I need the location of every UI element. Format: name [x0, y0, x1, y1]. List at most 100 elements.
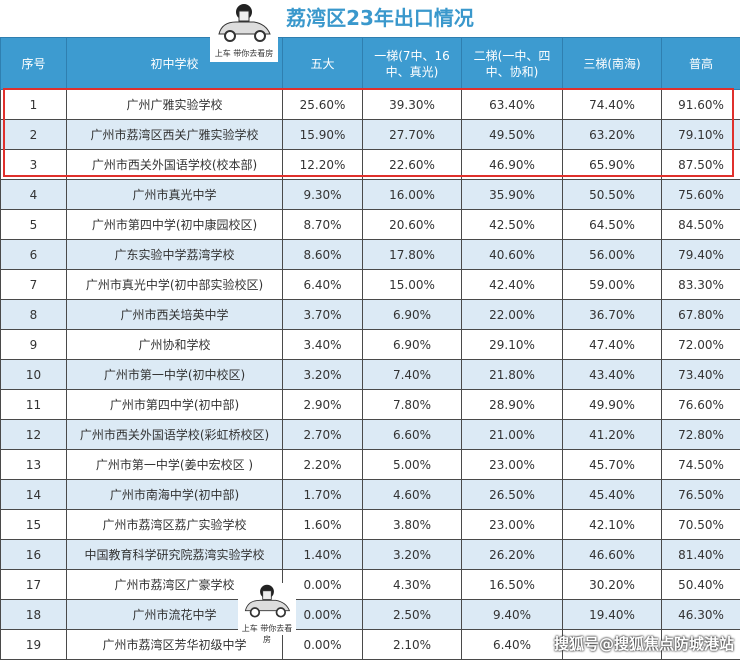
table-row: 1 广州广雅实验学校 25.60% 39.30% 63.40% 74.40% 91.60% [0, 89, 740, 120]
watermark: 搜狐号@搜狐焦点防城港站 [553, 635, 734, 653]
table-cell: 15.90% [282, 119, 363, 150]
table-cell: 11 [0, 389, 67, 420]
table-cell: 8.60% [282, 239, 363, 270]
cartoon-car-icon [244, 584, 291, 618]
table-cell: 17.80% [362, 239, 462, 270]
table-cell: 6.90% [362, 299, 462, 330]
table-cell: 16.00% [362, 179, 462, 210]
table-row: 6 广东实验中学荔湾学校 8.60% 17.80% 40.60% 56.00% 79.40% [0, 239, 740, 270]
table-cell: 2.20% [282, 449, 363, 480]
table-cell: 3 [0, 149, 67, 180]
table-row: 5 广州市第四中学(初中康园校区) 8.70% 20.60% 42.50% 64.50% 8… [0, 209, 740, 240]
table-cell: 79.10% [661, 119, 740, 150]
column-header: 二梯(一中、四中、协和) [461, 37, 563, 90]
table-row: 19 广州市荔湾区芳华初级中学 0.00% 2.10% 6.40% [0, 629, 740, 660]
column-header: 普高 [661, 37, 740, 90]
table-cell: 74.40% [562, 89, 662, 120]
table-cell: 63.20% [562, 119, 662, 150]
table-cell: 3.80% [362, 509, 462, 540]
table-cell: 16 [0, 539, 67, 570]
table-row: 8 广州市西关培英中学 3.70% 6.90% 22.00% 36.70% 67.80% [0, 299, 740, 330]
table-cell: 14 [0, 479, 67, 510]
table-cell: 39.30% [362, 89, 462, 120]
school-name-cell: 广州市第一中学(初中校区) [66, 359, 283, 390]
table-cell: 91.60% [661, 89, 740, 120]
table-row: 3 广州市西关外国语学校(校本部) 12.20% 22.60% 46.90% 65.90%… [0, 149, 740, 180]
table-cell: 19 [0, 629, 67, 660]
table-cell: 83.30% [661, 269, 740, 300]
table-cell: 75.60% [661, 179, 740, 210]
table-cell: 50.50% [562, 179, 662, 210]
table-cell: 22.60% [362, 149, 462, 180]
table-cell: 2.70% [282, 419, 363, 450]
table-cell: 21.80% [461, 359, 563, 390]
table-cell: 46.90% [461, 149, 563, 180]
table-cell: 4.30% [362, 569, 462, 600]
table-cell: 22.00% [461, 299, 563, 330]
table-cell: 4 [0, 179, 67, 210]
table-cell: 19.40% [562, 599, 662, 630]
table-cell: 42.40% [461, 269, 563, 300]
car-sticker-bottom: 上车 带你去看房 [238, 583, 296, 644]
table-row: 17 广州市荔湾区广豪学校 0.00% 4.30% 16.50% 30.20% 50.40% [0, 569, 740, 600]
table-cell: 26.20% [461, 539, 563, 570]
table-cell: 5.00% [362, 449, 462, 480]
school-name-cell: 广州市荔湾区西关广雅实验学校 [66, 119, 283, 150]
table-cell: 7.40% [362, 359, 462, 390]
table-cell: 64.50% [562, 209, 662, 240]
table-cell: 1.40% [282, 539, 363, 570]
table-cell: 6.60% [362, 419, 462, 450]
table-cell: 2.50% [362, 599, 462, 630]
table-cell: 21.00% [461, 419, 563, 450]
export-rate-table: 序号 初中学校 五大 一梯(7中、16中、真光) 二梯(一中、四中、协和) 三梯(南海) 普… [0, 37, 740, 660]
school-name-cell: 广州市西关培英中学 [66, 299, 283, 330]
table-cell: 3.20% [282, 359, 363, 390]
table-cell: 18 [0, 599, 67, 630]
school-name-cell: 广州市荔湾区芳华初级中学 [66, 629, 283, 660]
table-cell: 36.70% [562, 299, 662, 330]
table-row: 16 中国教育科学研究院荔湾实验学校 1.40% 3.20% 26.20% 46.60% 8… [0, 539, 740, 570]
table-row: 13 广州市第一中学(姜中宏校区 ) 2.20% 5.00% 23.00% 45.70% 7… [0, 449, 740, 480]
table-cell: 10 [0, 359, 67, 390]
table-cell: 6.90% [362, 329, 462, 360]
table-cell: 13 [0, 449, 67, 480]
table-cell: 59.00% [562, 269, 662, 300]
table-cell: 23.00% [461, 449, 563, 480]
table-cell: 15.00% [362, 269, 462, 300]
table-cell: 76.50% [661, 479, 740, 510]
table-cell: 49.50% [461, 119, 563, 150]
table-cell: 8.70% [282, 209, 363, 240]
table-row: 2 广州市荔湾区西关广雅实验学校 15.90% 27.70% 49.50% 63.20% 7… [0, 119, 740, 150]
table-cell: 72.80% [661, 419, 740, 450]
table-cell: 47.40% [562, 329, 662, 360]
table-cell: 3.70% [282, 299, 363, 330]
table-cell: 4.60% [362, 479, 462, 510]
table-row: 9 广州协和学校 3.40% 6.90% 29.10% 47.40% 72.00% [0, 329, 740, 360]
table-cell: 15 [0, 509, 67, 540]
table-cell: 12 [0, 419, 67, 450]
school-name-cell: 广州市南海中学(初中部) [66, 479, 283, 510]
table-cell: 20.60% [362, 209, 462, 240]
table-cell: 50.40% [661, 569, 740, 600]
table-cell [562, 629, 662, 660]
table-cell: 84.50% [661, 209, 740, 240]
table-cell: 46.60% [562, 539, 662, 570]
table-cell: 28.90% [461, 389, 563, 420]
school-name-cell: 中国教育科学研究院荔湾实验学校 [66, 539, 283, 570]
sticker-caption: 上车 带你去看房 [241, 624, 293, 644]
school-name-cell: 广州市第一中学(姜中宏校区 ) [66, 449, 283, 480]
table-cell: 3.20% [362, 539, 462, 570]
sticker-caption: 上车 带你去看房 [214, 49, 274, 58]
table-cell: 27.70% [362, 119, 462, 150]
table-row: 12 广州市西关外国语学校(彩虹桥校区) 2.70% 6.60% 21.00% 41.20… [0, 419, 740, 450]
table-row: 18 广州市流花中学 0.00% 2.50% 9.40% 19.40% 46.30% [0, 599, 740, 630]
table-cell: 1 [0, 89, 67, 120]
table-cell: 9 [0, 329, 67, 360]
table-cell: 16.50% [461, 569, 563, 600]
table-cell: 1.60% [282, 509, 363, 540]
car-sticker: 上车 带你去看房 [210, 2, 278, 62]
school-name-cell: 广州市第四中学(初中康园校区) [66, 209, 283, 240]
table-cell: 2.10% [362, 629, 462, 660]
table-cell: 45.70% [562, 449, 662, 480]
column-header: 五大 [282, 37, 363, 90]
